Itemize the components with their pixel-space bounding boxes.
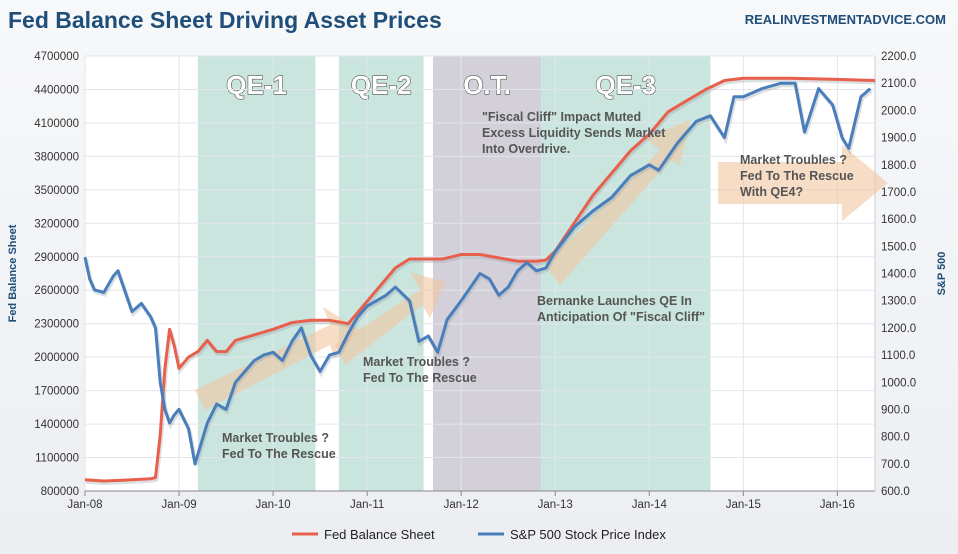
y-left-tick-4: 3500000 xyxy=(34,185,79,197)
annotation-0-line-1: Fed To The Rescue xyxy=(222,447,336,461)
x-tick-2: Jan-10 xyxy=(256,499,291,511)
x-tick-3: Jan-11 xyxy=(350,499,384,511)
y-left-tick-12: 1100000 xyxy=(35,453,79,465)
annotation-1-line-1: Fed To The Rescue xyxy=(363,371,477,385)
annotation-3: Bernanke Launches QE In Anticipation Of "… xyxy=(537,294,705,324)
series-lines xyxy=(83,76,877,486)
annotation-2: "Fiscal Cliff" Impact Muted Excess Liquid… xyxy=(482,110,666,156)
y-right-tick-12: 1000.0 xyxy=(881,377,916,389)
y-right-tick-0: 2200.0 xyxy=(881,51,916,63)
y-left-tick-13: 800000 xyxy=(41,486,79,498)
annotations: Market Troubles ?Fed To The RescueMarket… xyxy=(222,110,854,461)
y-right-tick-1: 2100.0 xyxy=(881,78,916,90)
y-left-tick-6: 2900000 xyxy=(34,252,79,264)
x-tick-7: Jan-15 xyxy=(726,499,761,511)
y-right-tick-8: 1400.0 xyxy=(881,269,916,281)
y-left-axis-label: Fed Balance Sheet xyxy=(7,224,19,322)
series-line-0 xyxy=(84,76,876,483)
annotation-3-line-0: Bernanke Launches QE In xyxy=(537,294,692,308)
band-2 xyxy=(432,56,542,491)
annotation-1: Market Troubles ? Fed To The Rescue xyxy=(363,355,477,385)
axes: 4700000 4400000 4100000 3800000 3500000 32000… xyxy=(7,51,948,511)
trend-arrow-2 xyxy=(545,120,690,285)
legend: Fed Balance Sheet S&P 500 Stock Price Ind… xyxy=(292,527,666,542)
annotation-2-line-0: "Fiscal Cliff" Impact Muted xyxy=(482,110,641,124)
site-credit: REALINVESTMENTADVICE.COM xyxy=(745,12,946,27)
annotation-1-line-0: Market Troubles ? xyxy=(363,355,470,369)
y-right-tick-16: 600.0 xyxy=(881,486,910,498)
trend-arrow-1 xyxy=(335,272,445,365)
y-left-tick-0: 4700000 xyxy=(34,51,79,63)
y-right-tick-14: 800.0 xyxy=(881,432,910,444)
annotation-4-line-2: With QE4? xyxy=(740,185,803,199)
annotation-2-line-1: Excess Liquidity Sends Market xyxy=(482,126,666,140)
annotation-2-line-2: Into Overdrive. xyxy=(482,142,570,156)
y-left-tick-11: 1400000 xyxy=(34,419,79,431)
y-left-tick-7: 2600000 xyxy=(34,285,79,297)
x-tick-8: Jan-16 xyxy=(820,499,855,511)
y-right-tick-7: 1500.0 xyxy=(881,241,916,253)
legend-label-0: Fed Balance Sheet xyxy=(324,527,435,542)
band-label-0: QE-1 xyxy=(226,70,287,100)
annotation-4-line-0: Market Troubles ? xyxy=(740,153,847,167)
y-left-tick-3: 3800000 xyxy=(34,151,79,163)
x-tick-1: Jan-09 xyxy=(161,499,196,511)
y-right-tick-10: 1200.0 xyxy=(881,323,916,335)
band-1 xyxy=(338,56,424,491)
y-left-tick-10: 1700000 xyxy=(34,386,79,398)
y-right-tick-5: 1700.0 xyxy=(881,187,916,199)
annotation-4: Market Troubles ? Fed To The Rescue With Q… xyxy=(740,153,854,199)
y-left-tick-9: 2000000 xyxy=(34,352,79,364)
y-right-tick-2: 2000.0 xyxy=(881,105,916,117)
y-left-tick-1: 4400000 xyxy=(34,84,79,96)
y-right-tick-6: 1600.0 xyxy=(881,214,916,226)
y-right-tick-15: 700.0 xyxy=(881,459,910,471)
y-right-tick-13: 900.0 xyxy=(881,404,910,416)
band-label-3: QE-3 xyxy=(595,70,656,100)
y-left-tick-8: 2300000 xyxy=(34,319,79,331)
band-label-2: O.T. xyxy=(463,70,511,100)
annotation-0: Market Troubles ? Fed To The Rescue xyxy=(222,431,336,461)
annotation-4-line-1: Fed To The Rescue xyxy=(740,169,854,183)
band-0 xyxy=(197,56,316,491)
x-tick-0: Jan-08 xyxy=(67,499,102,511)
trend-arrow-3 xyxy=(718,145,888,221)
y-right-tick-11: 1100.0 xyxy=(881,350,915,362)
y-right-tick-9: 1300.0 xyxy=(881,296,916,308)
y-left-tick-5: 3200000 xyxy=(34,218,79,230)
x-tick-6: Jan-14 xyxy=(632,499,668,511)
annotation-3-line-1: Anticipation Of "Fiscal Cliff" xyxy=(537,310,705,324)
x-tick-5: Jan-13 xyxy=(538,499,573,511)
y-left-tick-2: 4100000 xyxy=(34,118,79,130)
x-tick-4: Jan-12 xyxy=(444,499,479,511)
band-label-1: QE-2 xyxy=(351,70,412,100)
y-right-axis-label: S&P 500 xyxy=(936,252,948,296)
series-line-1 xyxy=(83,81,872,466)
legend-label-1: S&P 500 Stock Price Index xyxy=(510,527,666,542)
annotation-0-line-0: Market Troubles ? xyxy=(222,431,329,445)
chart-title: Fed Balance Sheet Driving Asset Prices xyxy=(8,7,442,33)
y-right-tick-3: 1900.0 xyxy=(881,133,916,145)
y-right-tick-4: 1800.0 xyxy=(881,160,916,172)
